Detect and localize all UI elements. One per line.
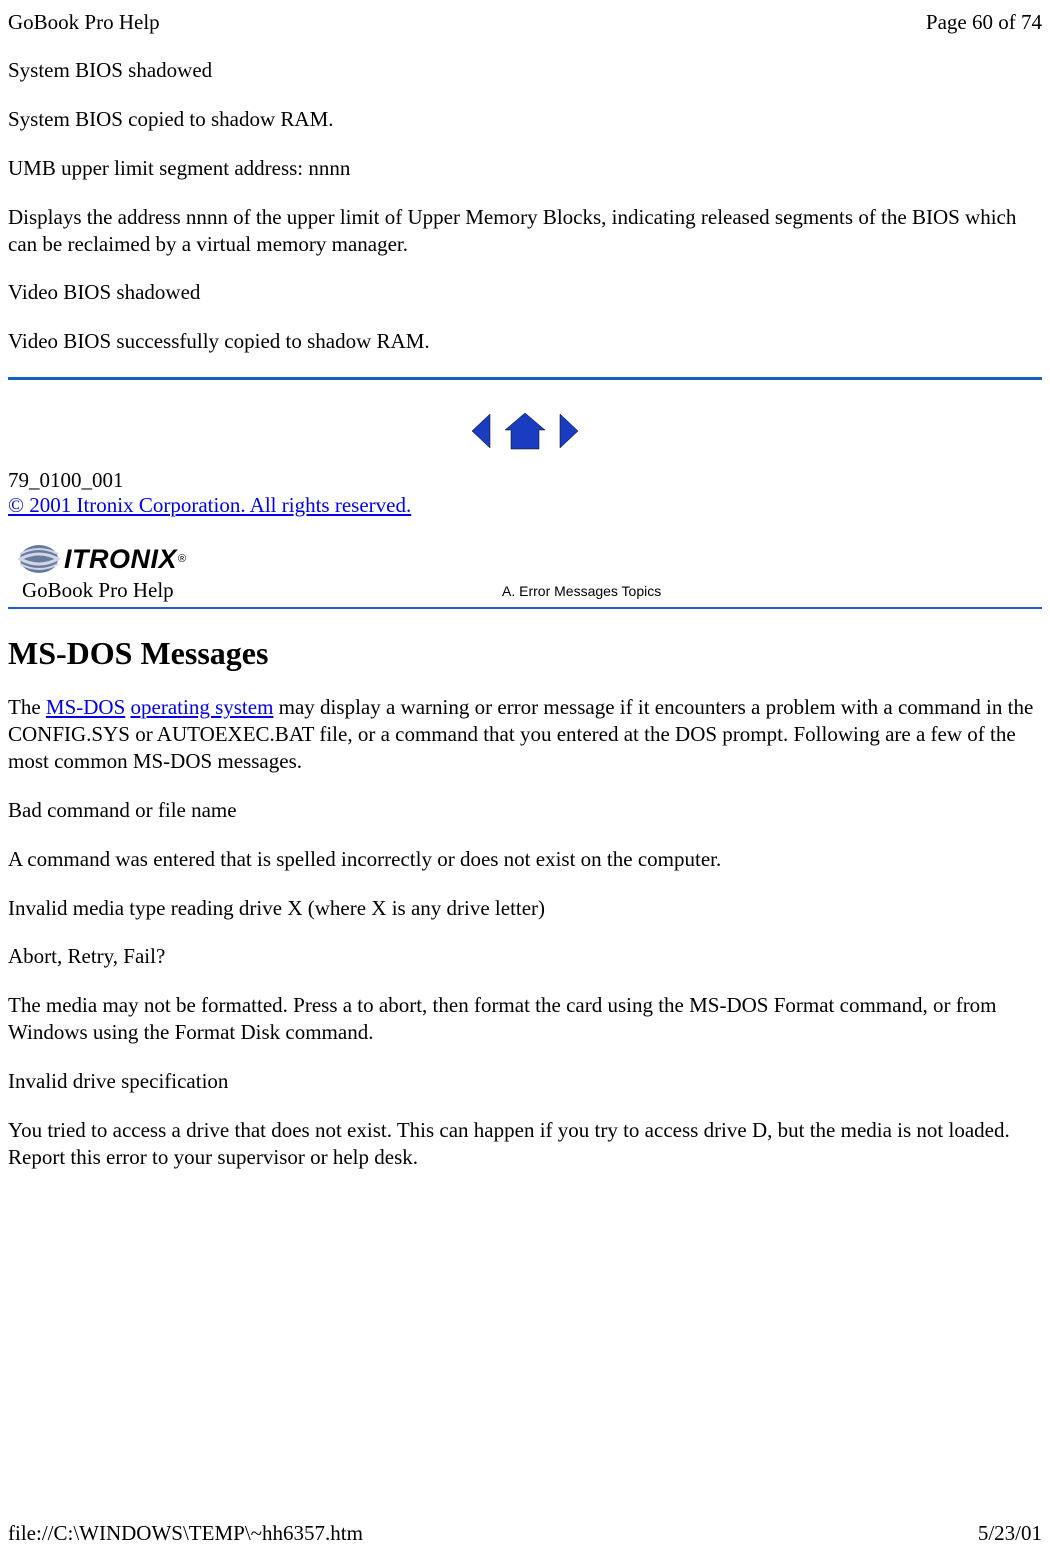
footer-date: 5/23/01 bbox=[978, 1521, 1042, 1546]
operating-system-link[interactable]: operating system bbox=[131, 695, 274, 719]
divider bbox=[8, 607, 1042, 609]
body-text: Video BIOS shadowed bbox=[8, 279, 1042, 306]
itronix-logo-text: ITRONIX bbox=[64, 544, 177, 575]
divider bbox=[8, 377, 1042, 380]
footer-path: file://C:\WINDOWS\TEMP\~hh6357.htm bbox=[8, 1521, 363, 1546]
page-indicator: Page 60 of 74 bbox=[926, 10, 1042, 35]
section-heading: MS-DOS Messages bbox=[8, 635, 1042, 672]
body-text: Invalid media type reading drive X (wher… bbox=[8, 895, 1042, 922]
subheader-title: GoBook Pro Help bbox=[22, 578, 502, 603]
body-text: System BIOS copied to shadow RAM. bbox=[8, 106, 1042, 133]
header-title: GoBook Pro Help bbox=[8, 10, 160, 35]
body-text: The bbox=[8, 695, 46, 719]
body-text: Abort, Retry, Fail? bbox=[8, 943, 1042, 970]
body-text: UMB upper limit segment address: nnnn bbox=[8, 155, 1042, 182]
copyright-link[interactable]: © 2001 Itronix Corporation. All rights r… bbox=[8, 493, 411, 517]
body-text: Video BIOS successfully copied to shadow… bbox=[8, 328, 1042, 355]
body-text: Bad command or file name bbox=[8, 797, 1042, 824]
body-text: The media may not be formatted. Press a … bbox=[8, 992, 1042, 1046]
nav-bar bbox=[8, 388, 1042, 464]
msdos-link[interactable]: MS-DOS bbox=[46, 695, 125, 719]
document-id: 79_0100_001 bbox=[8, 468, 1042, 493]
nav-next-icon[interactable] bbox=[554, 410, 584, 452]
subheader-topic: A. Error Messages Topics bbox=[502, 583, 661, 603]
body-text: You tried to access a drive that does no… bbox=[8, 1117, 1042, 1171]
nav-prev-icon[interactable] bbox=[466, 410, 496, 452]
body-text: System BIOS shadowed bbox=[8, 57, 1042, 84]
trademark-icon: ® bbox=[178, 553, 186, 565]
logo-row: ITRONIX ® bbox=[8, 528, 1042, 576]
body-text: A command was entered that is spelled in… bbox=[8, 846, 1042, 873]
intro-paragraph: The MS-DOS operating system may display … bbox=[8, 694, 1042, 775]
body-text: Displays the address nnnn of the upper l… bbox=[8, 204, 1042, 258]
itronix-logo-icon bbox=[18, 542, 60, 576]
nav-home-icon[interactable] bbox=[501, 410, 549, 452]
body-text: Invalid drive specification bbox=[8, 1068, 1042, 1095]
